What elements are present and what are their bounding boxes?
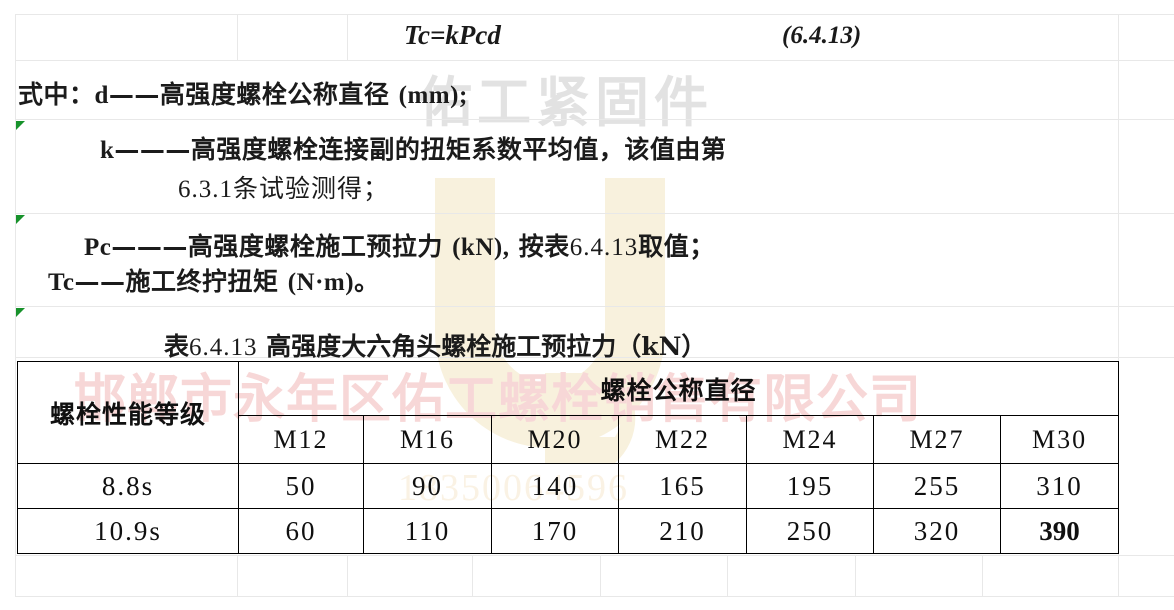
table-cell-value: 390 [999, 508, 1120, 554]
error-indicator-icon [16, 215, 25, 224]
table-caption-number: 6.4.13 [189, 334, 258, 361]
definition-tail-number-pc: 6.4.13 [569, 234, 639, 261]
table-caption-title: 高强度大六角头螺栓施工预拉力 [266, 332, 617, 361]
table-row: 10.9s 60 110 170 210 250 320 390 [17, 508, 1120, 554]
definition-dash: ——— [114, 135, 191, 164]
definition-tail-text-pc: 按表 [518, 232, 570, 261]
error-indicator-icon [16, 308, 25, 317]
table-col-header-m16: M16 [363, 415, 492, 464]
table-col-group-label: 螺栓公称直径 [237, 361, 1120, 416]
definition-unit-d: (mm); [398, 82, 468, 109]
table-col-header-m24: M24 [746, 415, 874, 464]
definition-prefix: 式中： [18, 80, 95, 109]
table-cell-value: 50 [238, 463, 364, 509]
table-row: 8.8s 50 90 140 165 195 255 310 [17, 463, 1120, 509]
table-cell-grade: 10.9s [17, 508, 239, 554]
table-caption-label: 表 [164, 332, 190, 361]
table-cell-value: 170 [491, 508, 619, 554]
definition-line-k-continued: 6.3.1条试验测得； [178, 169, 389, 205]
table-caption-unit: （kN） [616, 332, 707, 361]
table-cell-value: 60 [238, 508, 364, 554]
definition-line-pc: Pc———高强度螺栓施工预拉力 (kN), 按表6.4.13取值； [84, 227, 715, 263]
table-cell-value: 310 [999, 463, 1120, 509]
table-row-header-label: 螺栓性能等级 [17, 361, 239, 464]
formula-number: (6.4.13) [782, 22, 862, 49]
definition-symbol-d: d [94, 82, 109, 109]
table-col-header-m20: M20 [491, 415, 619, 464]
pretension-force-table: 螺栓性能等级 螺栓公称直径 M12 M16 M20 M22 M24 M27 M3… [17, 361, 1120, 554]
table-caption: 表6.4.13 高强度大六角头螺栓施工预拉力（kN） [164, 327, 706, 363]
table-cell-value: 320 [873, 508, 1001, 554]
definition-text-k: 高强度螺栓连接副的扭矩系数平均值，该值由第 [190, 135, 727, 164]
table-col-header-m22: M22 [618, 415, 747, 464]
definition-dash: —— [108, 80, 160, 109]
definition-continuation-k: 6.3.1条试验测得； [178, 176, 390, 203]
definition-unit-tc: (N·m)。 [287, 269, 380, 296]
table-col-header-m27: M27 [873, 415, 1001, 464]
table-cell-value: 110 [363, 508, 492, 554]
table-cell-grade: 8.8s [17, 463, 239, 509]
definition-line-d: 式中：d——高强度螺栓公称直径 (mm); [18, 75, 468, 111]
table-cell-value: 210 [618, 508, 747, 554]
formula-expression: Tc=kPcd [404, 20, 501, 50]
table-header-row-group: 螺栓性能等级 螺栓公称直径 [17, 361, 1120, 464]
table-cell-value: 255 [873, 463, 1001, 509]
definition-unit-pc: (kN), [452, 234, 510, 261]
table-cell-value: 140 [491, 463, 619, 509]
definition-text-tc: 施工终拧扭矩 [125, 267, 279, 296]
definition-text-d: 高强度螺栓公称直径 [159, 80, 390, 109]
table-col-header-m12: M12 [238, 415, 364, 464]
definition-line-k: k———高强度螺栓连接副的扭矩系数平均值，该值由第 [100, 130, 726, 166]
table-cell-value: 250 [746, 508, 874, 554]
definition-line-tc: Tc——施工终拧扭矩 (N·m)。 [48, 262, 380, 298]
definition-tail-end-pc: 取值； [638, 232, 715, 261]
table-cell-value: 165 [618, 463, 747, 509]
definition-symbol-tc: Tc [48, 269, 75, 296]
definition-dash: —— [74, 267, 126, 296]
table-col-header-m30: M30 [999, 415, 1120, 464]
definition-symbol-pc: Pc [84, 234, 112, 261]
table-cell-value: 90 [363, 463, 492, 509]
definition-symbol-k: k [100, 137, 115, 164]
definition-text-pc: 高强度螺栓施工预拉力 [187, 232, 443, 261]
table-cell-value: 195 [746, 463, 874, 509]
error-indicator-icon [16, 121, 25, 130]
definition-dash: ——— [111, 232, 188, 261]
